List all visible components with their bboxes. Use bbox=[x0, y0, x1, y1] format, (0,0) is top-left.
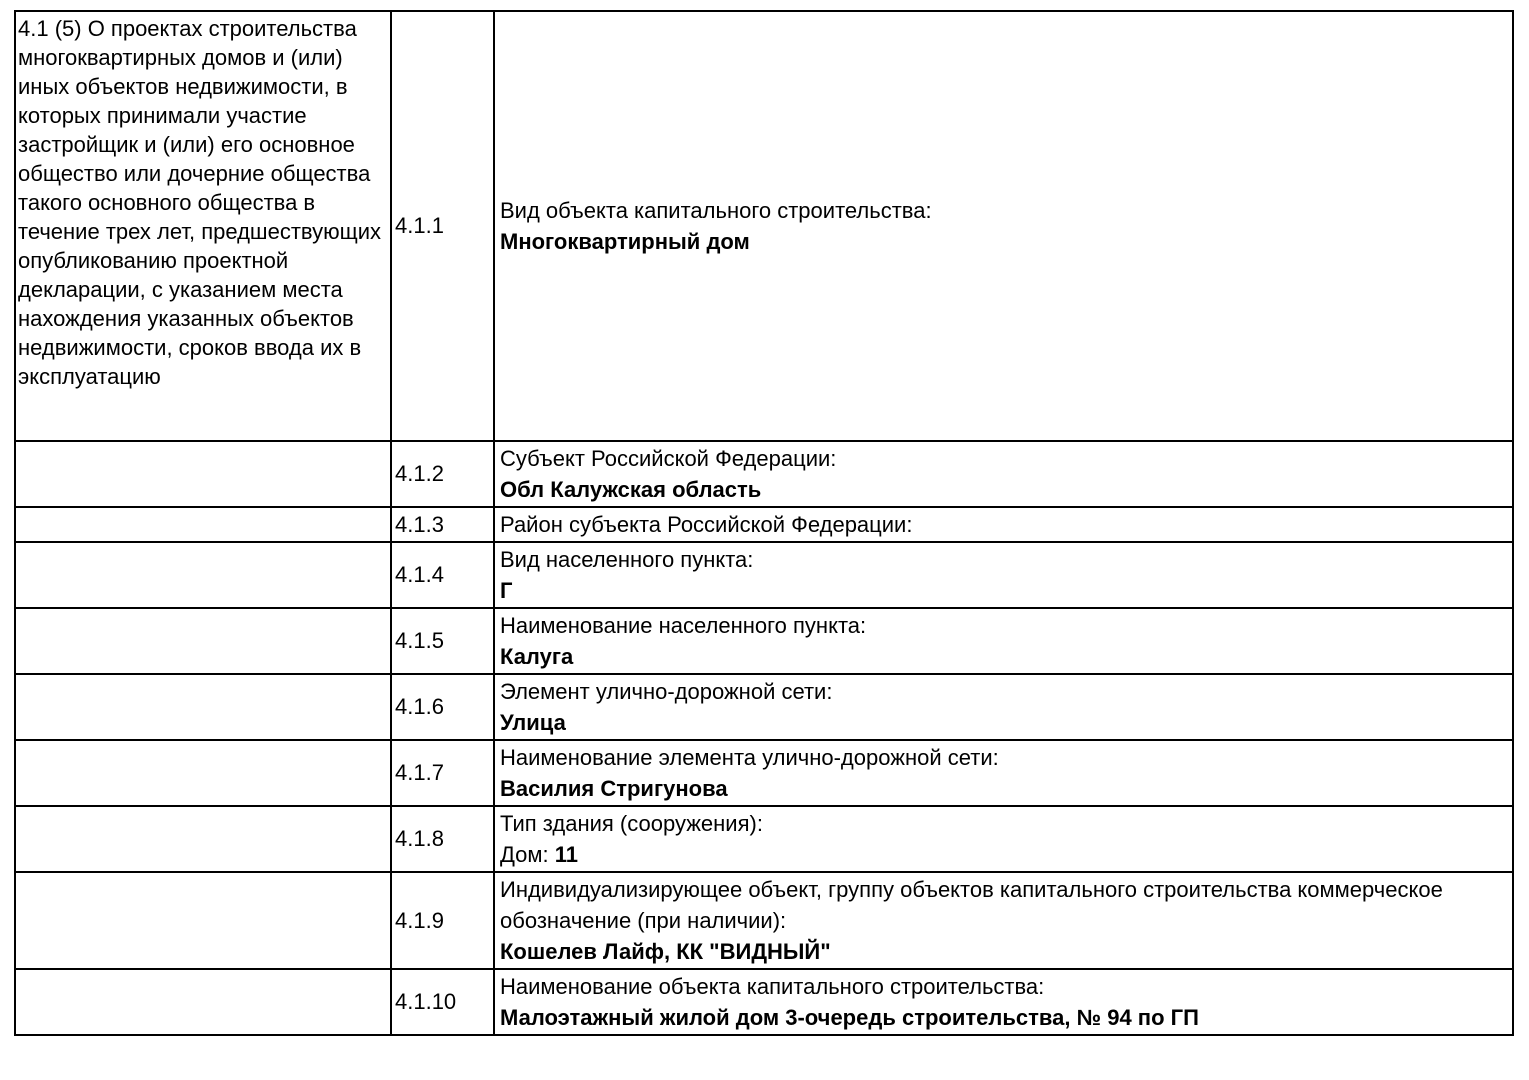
field-value: Василия Стригунова bbox=[500, 776, 728, 801]
field-value: 11 bbox=[554, 842, 578, 867]
row-number: 4.1.5 bbox=[395, 628, 444, 653]
table-row: 4.1.8 Тип здания (сооружения): Дом: 11 bbox=[14, 805, 1514, 873]
field-label: Тип здания (сооружения): bbox=[500, 811, 763, 836]
field-value-line: Калуга bbox=[500, 641, 1506, 672]
field-cell: Наименование элемента улично-дорожной се… bbox=[493, 739, 1514, 807]
row-number-cell: 4.1.2 bbox=[390, 440, 495, 508]
empty-description-cell bbox=[14, 506, 392, 543]
empty-description-cell bbox=[14, 968, 392, 1036]
section-description: 4.1 (5) О проектах строительства многокв… bbox=[18, 16, 381, 389]
row-number-cell: 4.1.6 bbox=[390, 673, 495, 741]
table-row: 4.1.9 Индивидуализирующее объект, группу … bbox=[14, 871, 1514, 970]
row-number-cell: 4.1.7 bbox=[390, 739, 495, 807]
table-row: 4.1 (5) О проектах строительства многокв… bbox=[14, 10, 1514, 442]
table-row: 4.1.4 Вид населенного пункта: Г bbox=[14, 541, 1514, 609]
empty-description-cell bbox=[14, 739, 392, 807]
field-value-line: Дом: 11 bbox=[500, 839, 1506, 870]
field-cell: Район субъекта Российской Федерации: bbox=[493, 506, 1514, 543]
row-number: 4.1.3 bbox=[395, 511, 444, 537]
field-label: Наименование объекта капитального строит… bbox=[500, 974, 1045, 999]
field-value: Многоквартирный дом bbox=[500, 229, 750, 254]
field-label: Вид населенного пункта: bbox=[500, 547, 754, 572]
field-value-line: Многоквартирный дом bbox=[500, 226, 1506, 257]
row-number: 4.1.9 bbox=[395, 907, 444, 933]
field-value-line: Г bbox=[500, 575, 1506, 606]
field-label: Наименование элемента улично-дорожной се… bbox=[500, 745, 999, 770]
row-number-cell: 4.1.5 bbox=[390, 607, 495, 675]
empty-description-cell bbox=[14, 805, 392, 873]
field-cell: Индивидуализирующее объект, группу объек… bbox=[493, 871, 1514, 970]
row-number: 4.1.10 bbox=[395, 989, 457, 1014]
field-cell: Вид объекта капитального строительства: М… bbox=[493, 10, 1514, 442]
row-number: 4.1.2 bbox=[395, 461, 444, 486]
field-cell: Элемент улично-дорожной сети: Улица bbox=[493, 673, 1514, 741]
row-number-cell: 4.1.10 bbox=[390, 968, 495, 1036]
section-description-cell: 4.1 (5) О проектах строительства многокв… bbox=[14, 10, 392, 442]
field-cell: Вид населенного пункта: Г bbox=[493, 541, 1514, 609]
empty-description-cell bbox=[14, 541, 392, 609]
field-cell: Наименование населенного пункта: Калуга bbox=[493, 607, 1514, 675]
empty-description-cell bbox=[14, 871, 392, 970]
row-number: 4.1.1 bbox=[395, 213, 444, 238]
declaration-table-body: 4.1 (5) О проектах строительства многокв… bbox=[14, 10, 1514, 1036]
field-value: Обл Калужская область bbox=[500, 477, 762, 502]
row-number-cell: 4.1.8 bbox=[390, 805, 495, 873]
row-number-cell: 4.1.3 bbox=[390, 506, 495, 543]
field-value: Кошелев Лайф, КК "ВИДНЫЙ" bbox=[500, 939, 831, 964]
table-row: 4.1.10 Наименование объекта капитального … bbox=[14, 968, 1514, 1036]
row-number-cell: 4.1.1 bbox=[390, 10, 495, 442]
field-label: Субъект Российской Федерации: bbox=[500, 446, 837, 471]
field-value-prefix: Дом: bbox=[500, 842, 555, 867]
field-value: Улица bbox=[500, 710, 566, 735]
field-value: Малоэтажный жилой дом 3-очередь строител… bbox=[500, 1005, 1199, 1030]
row-number: 4.1.6 bbox=[395, 694, 444, 719]
table-row: 4.1.6 Элемент улично-дорожной сети: Улица bbox=[14, 673, 1514, 741]
field-cell: Тип здания (сооружения): Дом: 11 bbox=[493, 805, 1514, 873]
field-value-line: Кошелев Лайф, КК "ВИДНЫЙ" bbox=[500, 936, 1506, 967]
empty-description-cell bbox=[14, 673, 392, 741]
document-page: 4.1 (5) О проектах строительства многокв… bbox=[14, 10, 1514, 1036]
row-number: 4.1.4 bbox=[395, 562, 444, 587]
field-value-line: Малоэтажный жилой дом 3-очередь строител… bbox=[500, 1002, 1506, 1033]
field-value: Калуга bbox=[500, 644, 574, 669]
table-row: 4.1.5 Наименование населенного пункта: Кал… bbox=[14, 607, 1514, 675]
field-label: Индивидуализирующее объект, группу объек… bbox=[500, 877, 1443, 933]
table-row: 4.1.3 Район субъекта Российской Федерации… bbox=[14, 506, 1514, 543]
field-label: Вид объекта капитального строительства: bbox=[500, 198, 932, 223]
field-label: Район субъекта Российской Федерации: bbox=[500, 512, 913, 537]
empty-description-cell bbox=[14, 607, 392, 675]
field-value-line: Василия Стригунова bbox=[500, 773, 1506, 804]
field-cell: Наименование объекта капитального строит… bbox=[493, 968, 1514, 1036]
table-row: 4.1.7 Наименование элемента улично-дорожн… bbox=[14, 739, 1514, 807]
field-cell: Субъект Российской Федерации: Обл Калужск… bbox=[493, 440, 1514, 508]
project-declaration-table: 4.1 (5) О проектах строительства многокв… bbox=[14, 10, 1514, 1036]
row-number-cell: 4.1.9 bbox=[390, 871, 495, 970]
row-number-cell: 4.1.4 bbox=[390, 541, 495, 609]
field-label: Элемент улично-дорожной сети: bbox=[500, 679, 833, 704]
field-label: Наименование населенного пункта: bbox=[500, 613, 867, 638]
field-value: Г bbox=[500, 578, 513, 603]
field-value-line: Улица bbox=[500, 707, 1506, 738]
empty-description-cell bbox=[14, 440, 392, 508]
row-number: 4.1.8 bbox=[395, 826, 444, 851]
row-number: 4.1.7 bbox=[395, 760, 444, 785]
field-value-line: Обл Калужская область bbox=[500, 474, 1506, 505]
table-row: 4.1.2 Субъект Российской Федерации: Обл Ка… bbox=[14, 440, 1514, 508]
